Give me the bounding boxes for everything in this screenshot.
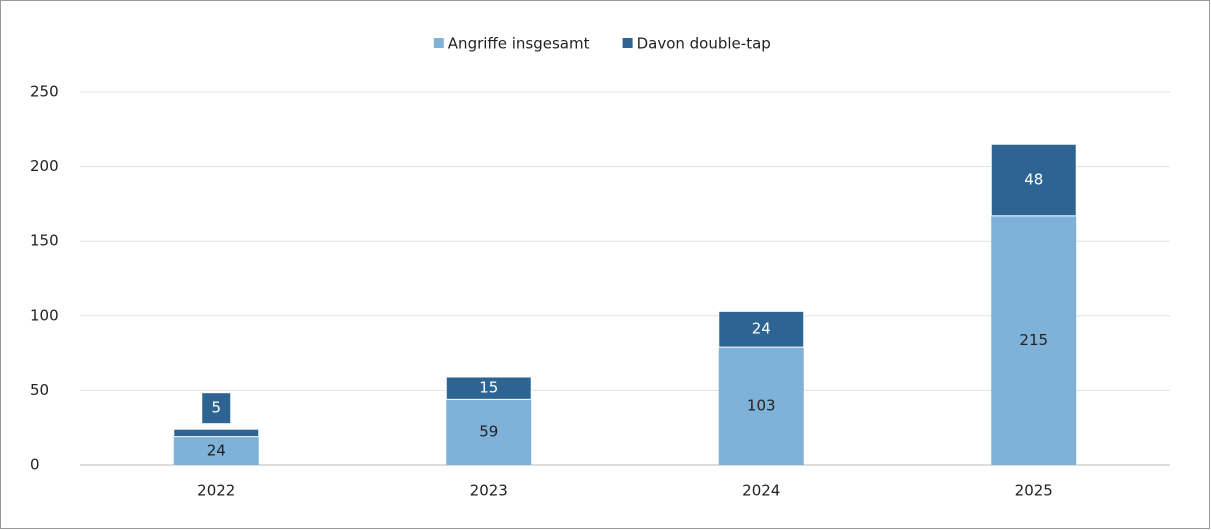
legend-swatch [622,38,633,48]
x-tick-label: 2024 [742,482,780,500]
legend-swatch [433,38,444,48]
y-tick-label: 50 [30,381,49,399]
value-label: 103 [747,397,776,415]
y-tick-label: 250 [30,83,59,101]
value-label: 215 [1019,331,1048,349]
value-label: 48 [1024,171,1043,189]
value-label-box [202,393,231,424]
y-tick-label: 150 [30,232,59,250]
y-tick-label: 0 [30,456,40,474]
value-label: 24 [207,441,226,459]
value-label: 24 [752,320,771,338]
bar-double-tap [990,143,1077,217]
legend-label: Angriffe insgesamt [448,35,590,53]
value-label: 59 [479,423,498,441]
bar-double-tap [718,310,805,348]
bar-double-tap [173,428,260,438]
x-tick-label: 2023 [470,482,508,500]
bar-double-tap [445,376,532,400]
x-tick-label: 2022 [197,482,235,500]
y-tick-label: 200 [30,157,59,175]
x-tick-label: 2025 [1015,482,1053,500]
value-label: 5 [211,399,221,417]
y-tick-label: 100 [30,306,59,324]
legend-label: Davon double-tap [637,35,771,53]
value-label: 15 [479,379,498,397]
